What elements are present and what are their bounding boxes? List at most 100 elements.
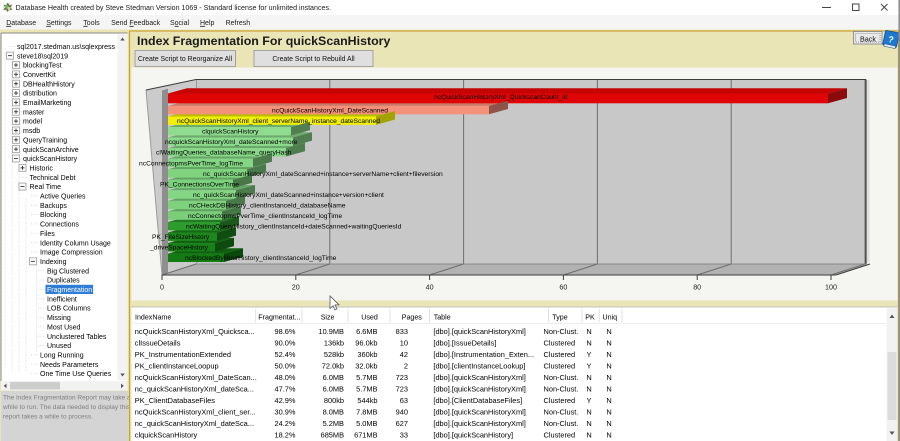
svg-text:90.0%: 90.0%	[275, 339, 296, 348]
svg-text:Real Time: Real Time	[30, 184, 62, 191]
svg-text:PK_ClientDatabaseFiles: PK_ClientDatabaseFiles	[135, 396, 215, 405]
svg-text:5.2MB: 5.2MB	[323, 419, 344, 428]
svg-text:685MB: 685MB	[321, 431, 344, 440]
svg-text:ncWaitingQueryHistory_clientIn: ncWaitingQueryHistory_clientInstanceId+d…	[186, 224, 402, 231]
svg-text:ncQuickScanHistoryXml_DateScan: ncQuickScanHistoryXml_DateScanned	[272, 108, 388, 115]
svg-text:ncQuickScanHistoryXml_DateScan: ncQuickScanHistoryXml_DateScan...	[135, 373, 257, 382]
svg-text:sql2017.stedman.us\sqlexpress: sql2017.stedman.us\sqlexpress (Dis	[17, 44, 130, 51]
svg-text:Identity Column Usage: Identity Column Usage	[40, 240, 111, 247]
svg-text:360kb: 360kb	[357, 350, 377, 359]
svg-text:EmailMarketing: EmailMarketing	[23, 100, 71, 107]
svg-text:quickScanArchive: quickScanArchive	[23, 147, 79, 154]
svg-text:clquickScanHistory: clquickScanHistory	[135, 431, 198, 440]
svg-text:[dbo].[quickScanHistoryXml]: [dbo].[quickScanHistoryXml]	[433, 373, 525, 382]
svg-text:Database Health created by Ste: Database Health created by Steve Stedman…	[16, 4, 331, 12]
svg-text:distribution: distribution	[23, 91, 57, 98]
svg-text:N: N	[606, 327, 611, 336]
svg-text:N: N	[586, 431, 591, 440]
svg-text:0: 0	[160, 283, 164, 292]
svg-text:steve18\sql2019: steve18\sql2019	[17, 53, 68, 60]
svg-text:ConvertKit: ConvertKit	[23, 72, 56, 79]
svg-text:8.0MB: 8.0MB	[323, 408, 344, 417]
svg-text:528kb: 528kb	[324, 350, 344, 359]
svg-text:Missing: Missing	[47, 315, 71, 322]
svg-text:Settings: Settings	[46, 20, 72, 27]
svg-text:Files: Files	[40, 231, 55, 238]
svg-text:136kb: 136kb	[324, 339, 344, 348]
svg-text:6.6MB: 6.6MB	[356, 327, 377, 336]
svg-text:Fragmentation: Fragmentation	[47, 287, 92, 294]
svg-text:32.0kb: 32.0kb	[355, 362, 377, 371]
svg-text:Non-Clust.: Non-Clust.	[544, 385, 579, 394]
svg-text:N: N	[606, 339, 611, 348]
svg-text:Help: Help	[200, 20, 215, 27]
svg-text:N: N	[586, 339, 591, 348]
svg-text:Non-Clust.: Non-Clust.	[544, 327, 579, 336]
svg-text:80: 80	[693, 283, 701, 292]
svg-text:[dbo].[quickScanHistoryXml]: [dbo].[quickScanHistoryXml]	[433, 385, 525, 394]
svg-text:50.0%: 50.0%	[275, 362, 296, 371]
svg-text:N: N	[606, 419, 611, 428]
svg-text:QueryTraining: QueryTraining	[23, 137, 67, 144]
svg-text:Active Queries: Active Queries	[40, 194, 86, 201]
svg-text:N: N	[606, 396, 611, 405]
svg-text:Table: Table	[434, 314, 451, 322]
svg-text:ncQuickScanHistoryXml_client_s: ncQuickScanHistoryXml_client_serverName_…	[177, 118, 380, 125]
svg-text:LOB Columns: LOB Columns	[47, 306, 91, 313]
svg-text:6.0MB: 6.0MB	[323, 385, 344, 394]
svg-text:Y: Y	[587, 396, 592, 405]
svg-text:Most Used: Most Used	[47, 324, 81, 331]
svg-text:ncCHeckDBHistory_clientInstanc: ncCHeckDBHistory_clientInstanceId_databa…	[189, 203, 346, 210]
svg-text:Needs Parameters: Needs Parameters	[40, 362, 99, 369]
svg-text:ncquickScanHistoryXml_dateScan: ncquickScanHistoryXml_dateScanned+more	[165, 139, 298, 146]
svg-text:PK_clientInstanceLoopup: PK_clientInstanceLoopup	[135, 362, 219, 371]
svg-text:Clustered: Clustered	[544, 339, 576, 348]
svg-text:ncConnectopmsPverTime_logTime: ncConnectopmsPverTime_logTime	[139, 160, 243, 167]
svg-text:N: N	[586, 327, 591, 336]
svg-text:quickScanHistory: quickScanHistory	[23, 156, 78, 163]
svg-text:N: N	[606, 350, 611, 359]
svg-text:[dbo].[quickScanHistoryXml]: [dbo].[quickScanHistoryXml]	[433, 419, 525, 428]
svg-text:clWaitingQueries_databaseName_: clWaitingQueries_databaseName_queryHash	[156, 150, 292, 157]
svg-text:Y: Y	[587, 350, 592, 359]
svg-text:Blocking: Blocking	[40, 212, 67, 219]
svg-text:Fragmentat...: Fragmentat...	[258, 314, 300, 322]
svg-text:Clustered: Clustered	[544, 431, 576, 440]
svg-text:ncQuickScanHistoryXml_client_s: ncQuickScanHistoryXml_client_ser...	[135, 408, 256, 417]
svg-text:96.0kb: 96.0kb	[355, 339, 377, 348]
svg-text:Clustered: Clustered	[544, 362, 576, 371]
svg-text:N: N	[586, 385, 591, 394]
svg-text:40: 40	[426, 283, 434, 292]
svg-text:[dbo].[quickScanHistoryXml]: [dbo].[quickScanHistoryXml]	[433, 327, 525, 336]
svg-text:Back: Back	[860, 35, 876, 44]
svg-text:33: 33	[400, 431, 408, 440]
svg-text:clIssueDetails: clIssueDetails	[135, 339, 181, 348]
svg-text:Size: Size	[321, 314, 335, 322]
svg-text:7.8MB: 7.8MB	[356, 408, 377, 417]
svg-text:N: N	[606, 362, 611, 371]
svg-text:?: ?	[887, 34, 894, 45]
svg-text:10.9MB: 10.9MB	[319, 327, 345, 336]
svg-text:[dbo].[quickScanHistoryXml]: [dbo].[quickScanHistoryXml]	[433, 408, 525, 417]
svg-text:ncQuickScanHistoryXml_Quicksca: ncQuickScanHistoryXml_Quicksca...	[135, 327, 255, 336]
svg-text:100: 100	[825, 283, 837, 292]
svg-text:model: model	[23, 119, 43, 126]
svg-text:Send Feedback: Send Feedback	[111, 20, 161, 27]
svg-text:master: master	[23, 109, 45, 116]
svg-text:Historic: Historic	[30, 165, 54, 172]
svg-text:Clustered: Clustered	[544, 396, 576, 405]
svg-text:5.7MB: 5.7MB	[356, 373, 377, 382]
svg-text:98.6%: 98.6%	[275, 327, 296, 336]
svg-text:[dbo].[quickScanHistory]: [dbo].[quickScanHistory]	[433, 431, 513, 440]
svg-text:[dbo].[IssueDetails]: [dbo].[IssueDetails]	[433, 339, 496, 348]
svg-text:627: 627	[396, 419, 408, 428]
svg-text:DBHealthHistory: DBHealthHistory	[23, 81, 75, 88]
svg-text:Unused: Unused	[47, 343, 71, 350]
svg-text:Long Running: Long Running	[40, 352, 84, 359]
svg-text:52.4%: 52.4%	[275, 350, 296, 359]
svg-text:Technical Debt: Technical Debt	[30, 175, 76, 182]
svg-text:72.0kb: 72.0kb	[322, 362, 344, 371]
svg-text:N: N	[606, 385, 611, 394]
svg-text:N: N	[606, 431, 611, 440]
svg-text:723: 723	[396, 373, 408, 382]
